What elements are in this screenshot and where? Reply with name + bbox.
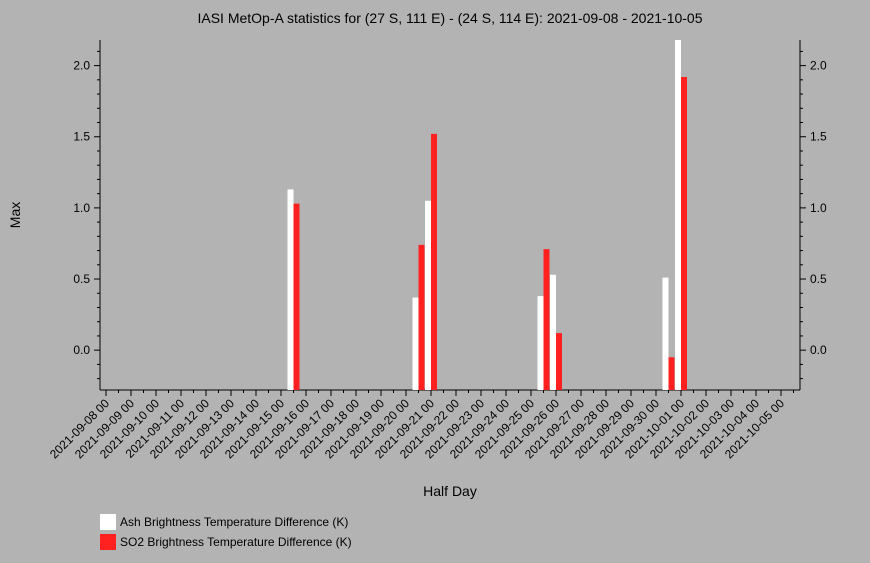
legend: Ash Brightness Temperature Difference (K…: [100, 512, 352, 552]
so2-bar: [668, 357, 675, 390]
x-axis-label: Half Day: [423, 483, 477, 499]
y-tick-label-right: 0.5: [810, 272, 827, 286]
legend-swatch-ash: [100, 514, 116, 530]
plot-frame: [99, 40, 801, 391]
ash-bar: [675, 40, 681, 390]
legend-label-ash: Ash Brightness Temperature Difference (K…: [120, 515, 349, 529]
legend-item-ash: Ash Brightness Temperature Difference (K…: [100, 512, 352, 532]
legend-label-so2: SO2 Brightness Temperature Difference (K…: [120, 535, 352, 549]
y-tick-label-right: 2.0: [810, 59, 827, 73]
ash-bar: [662, 277, 669, 390]
y-tick-label-left: 0.0: [73, 343, 90, 357]
so2-bar: [681, 76, 687, 390]
so2-bar: [543, 249, 550, 390]
chart-title: IASI MetOp-A statistics for (27 S, 111 E…: [197, 10, 702, 26]
so2-bar: [293, 203, 300, 390]
ash-bar: [550, 274, 556, 390]
legend-swatch-so2: [100, 534, 116, 550]
ash-bar: [287, 189, 294, 390]
so2-bar: [431, 133, 437, 390]
ash-bar: [425, 200, 431, 390]
y-axis-label: Max: [7, 202, 23, 228]
y-tick-label-right: 1.5: [810, 130, 827, 144]
y-tick-label-left: 2.0: [73, 59, 90, 73]
so2-bar: [556, 333, 562, 390]
y-tick-label-left: 1.0: [73, 201, 90, 215]
legend-item-so2: SO2 Brightness Temperature Difference (K…: [100, 532, 352, 552]
y-tick-label-right: 0.0: [810, 343, 827, 357]
y-tick-label-left: 0.5: [73, 272, 90, 286]
y-tick-label-right: 1.0: [810, 201, 827, 215]
y-axis-ticks: 0.0 0.0 0.5 0.5 1.0 1.0 1.5 1.5 2.0 2.0: [73, 50, 827, 380]
y-tick-label-left: 1.5: [73, 130, 90, 144]
bars: [287, 40, 687, 390]
so2-bar: [418, 244, 425, 390]
ash-bar: [412, 297, 419, 390]
ash-bar: [537, 296, 544, 390]
